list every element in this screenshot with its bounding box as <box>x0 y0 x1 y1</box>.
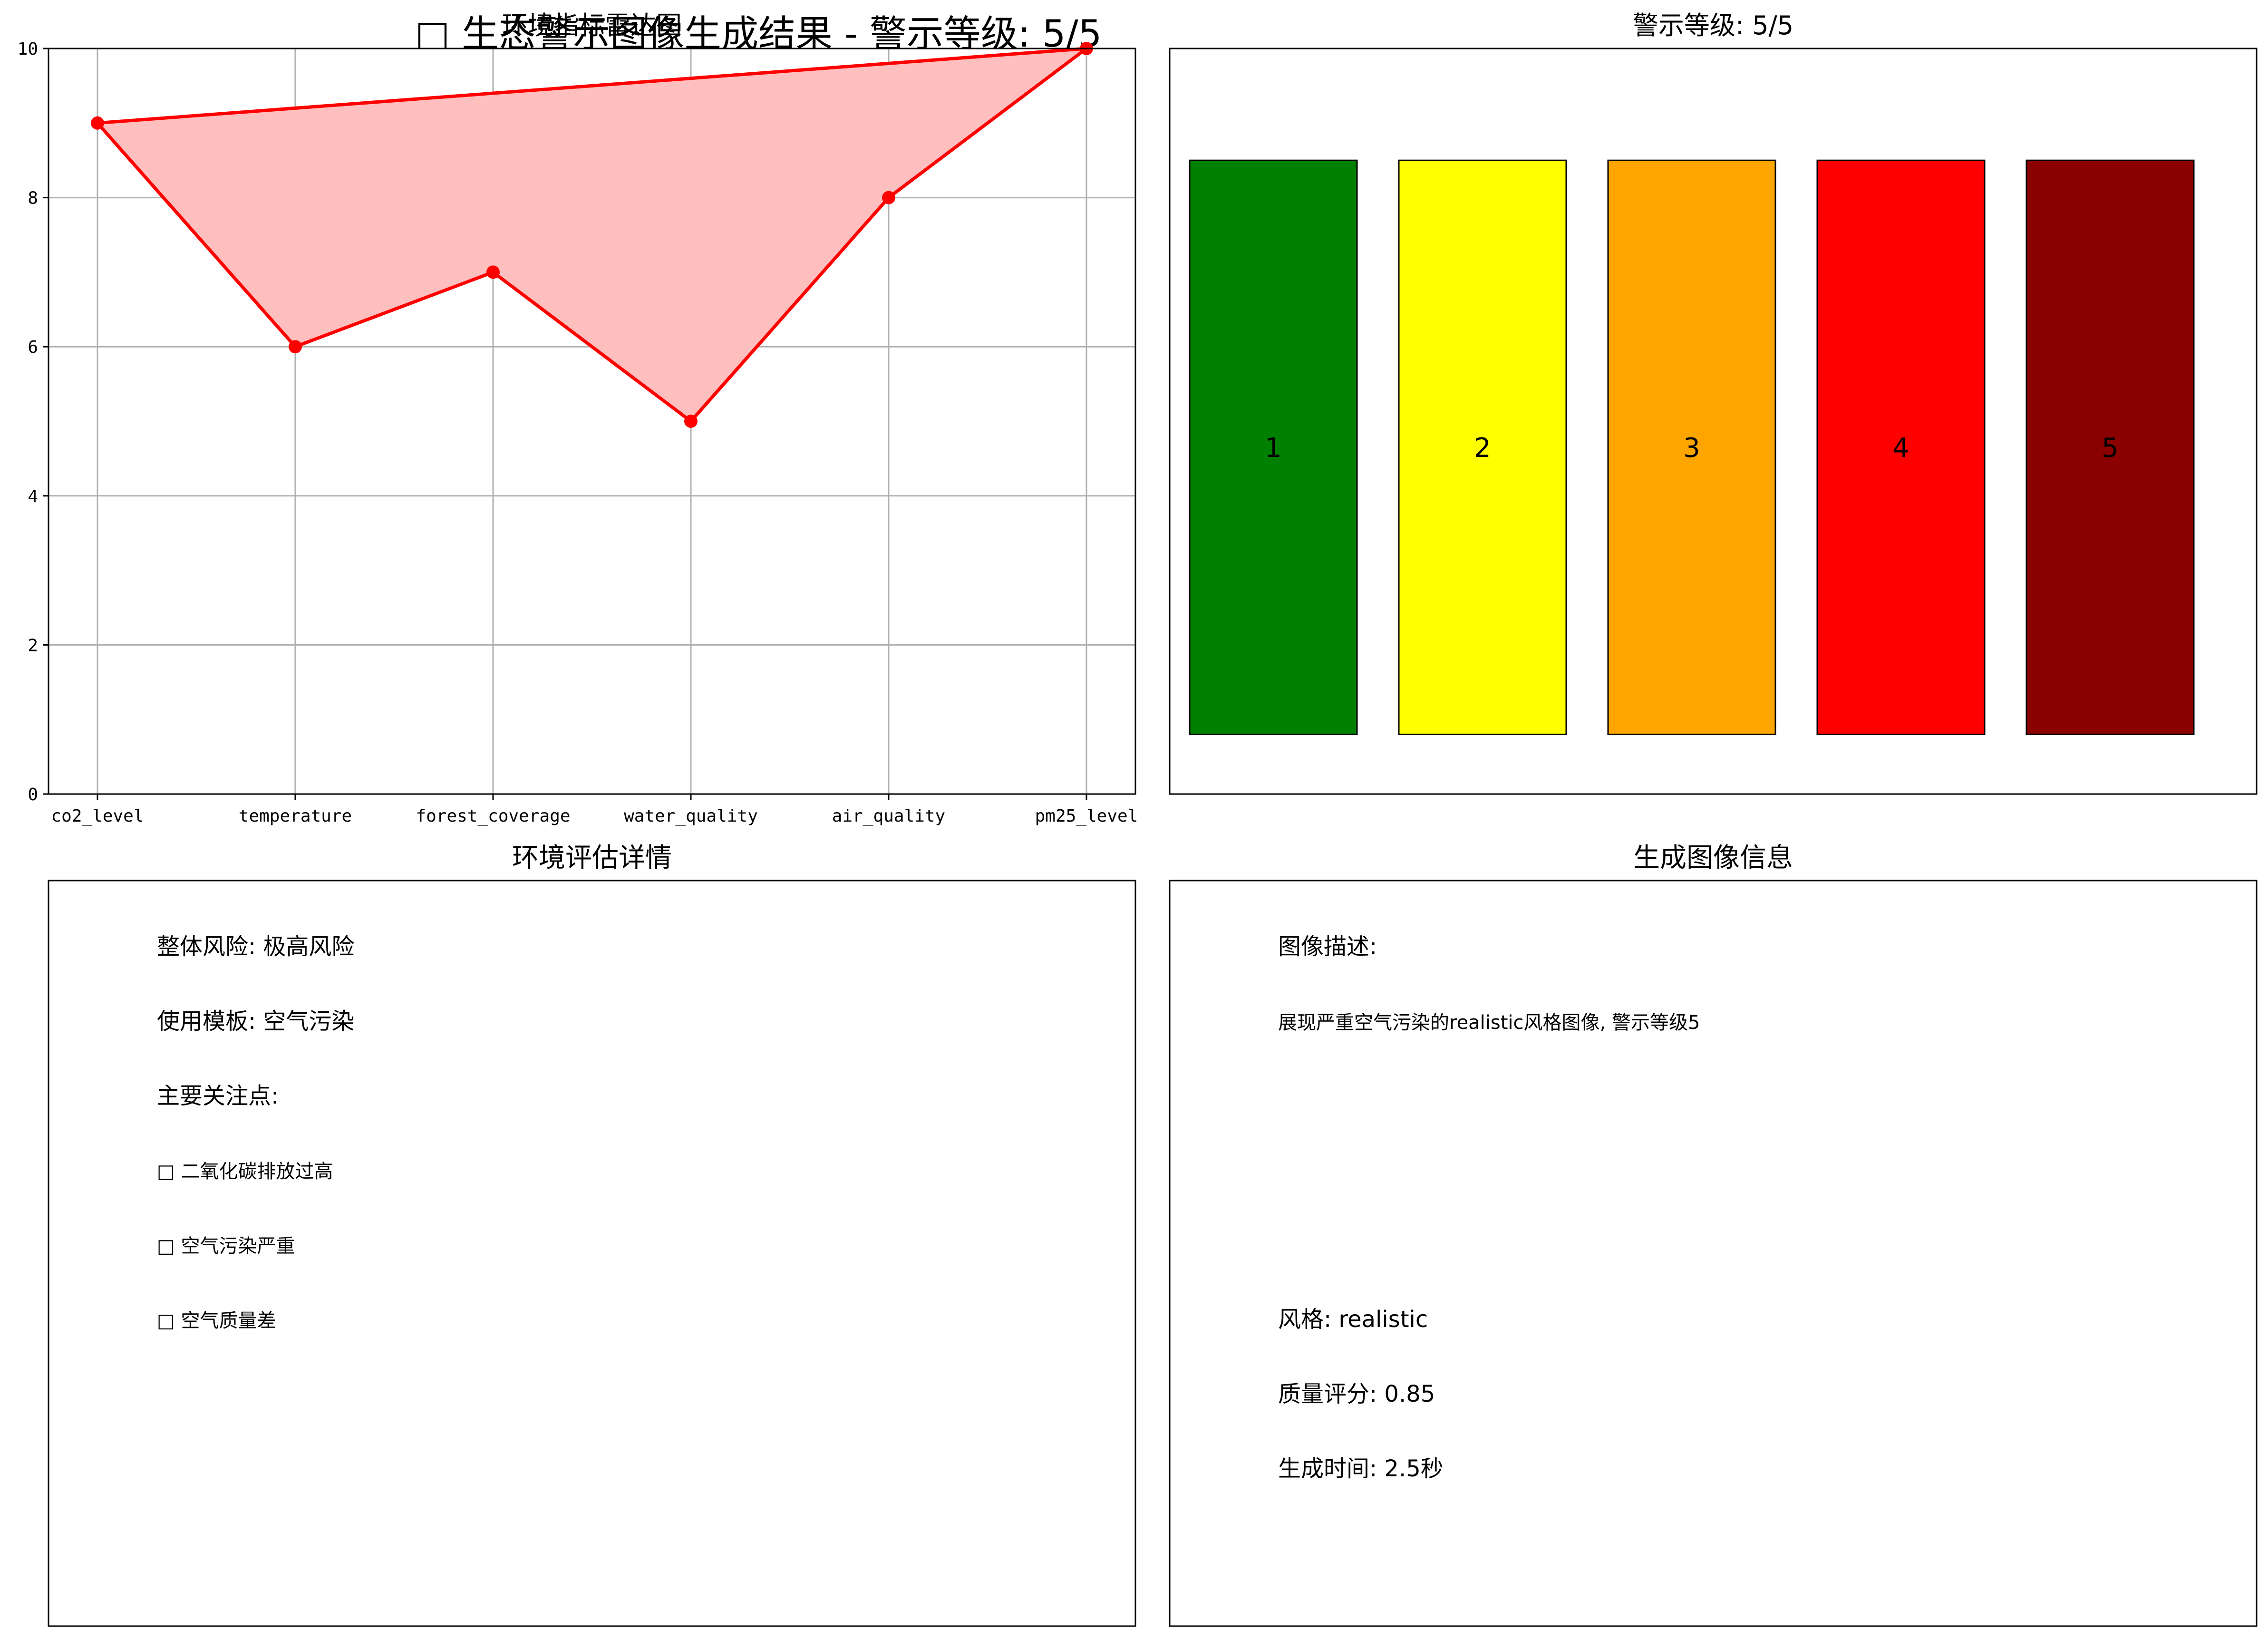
radar-x-tick-label: water_quality <box>624 806 758 826</box>
radar-x-tick-label: pm25_level <box>1035 806 1138 826</box>
level-bar <box>1607 159 1776 736</box>
radar-y-tick-label: 2 <box>28 636 38 655</box>
radar-point <box>289 340 302 354</box>
overall-risk-text: 整体风险: 极高风险 <box>157 933 354 960</box>
focus-item: □ 二氧化碳排放过高 <box>157 1161 333 1182</box>
style-text: 风格: realistic <box>1278 1306 1428 1333</box>
image-info-frame <box>1169 880 2258 1627</box>
radar-x-tick-label: co2_level <box>51 806 144 826</box>
details-title: 环境评估详情 <box>512 843 672 873</box>
radar-panel: 环境指标雷达图 0 2 4 6 8 10 co2_level temperature fore… <box>18 10 1138 826</box>
level-panel: 警示等级: 5/5 1 2 3 4 5 <box>1169 10 2258 795</box>
level-bar <box>1189 159 1358 736</box>
focus-item: □ 空气污染严重 <box>157 1235 295 1257</box>
radar-x-tick-label: temperature <box>239 806 352 826</box>
image-info-panel: 生成图像信息 图像描述: 展现严重空气污染的realistic风格图像, 警示等… <box>1169 843 2258 1627</box>
level-bar-label: 2 <box>1474 433 1491 464</box>
level-bar-label: 3 <box>1683 433 1700 464</box>
radar-x-tick-label: air_quality <box>832 806 945 826</box>
level-bar-label: 5 <box>2102 433 2119 464</box>
image-description: 展现严重空气污染的realistic风格图像, 警示等级5 <box>1278 1012 1700 1034</box>
radar-y-tick-label: 4 <box>28 487 38 506</box>
level-bar <box>2026 159 2195 736</box>
details-panel: 环境评估详情 整体风险: 极高风险 使用模板: 空气污染 主要关注点: □ 二氧… <box>48 843 1136 1627</box>
level-bar <box>1398 159 1567 736</box>
radar-point <box>882 191 895 204</box>
image-info-title: 生成图像信息 <box>1633 843 1793 873</box>
radar-y-ticks: 0 2 4 6 8 10 <box>18 39 48 804</box>
image-desc-header: 图像描述: <box>1278 933 1377 960</box>
radar-axes-frame <box>48 48 1136 795</box>
radar-title: 环境指标雷达图 <box>502 10 682 40</box>
radar-y-tick-label: 0 <box>28 785 38 804</box>
focus-item: □ 空气质量差 <box>157 1310 276 1332</box>
level-bars: 1 2 3 4 5 <box>1189 159 2195 736</box>
focus-header: 主要关注点: <box>157 1083 279 1109</box>
radar-y-tick-label: 6 <box>28 338 38 357</box>
level-bar-label: 4 <box>1892 433 1909 464</box>
radar-y-tick-label: 8 <box>28 189 38 208</box>
details-frame <box>48 880 1136 1627</box>
template-text: 使用模板: 空气污染 <box>157 1008 354 1035</box>
quality-score-text: 质量评分: 0.85 <box>1278 1381 1435 1407</box>
level-title: 警示等级: 5/5 <box>1633 10 1793 40</box>
radar-x-ticks: co2_level temperature forest_coverage water… <box>51 794 1138 826</box>
level-bar <box>1816 159 1986 736</box>
radar-x-tick-label: forest_coverage <box>416 806 570 826</box>
radar-point <box>486 265 500 279</box>
radar-point <box>91 116 104 130</box>
level-bar-label: 1 <box>1265 433 1282 464</box>
radar-point <box>684 415 698 428</box>
generation-time-text: 生成时间: 2.5秒 <box>1278 1455 1444 1482</box>
radar-y-tick-label: 10 <box>18 39 38 59</box>
